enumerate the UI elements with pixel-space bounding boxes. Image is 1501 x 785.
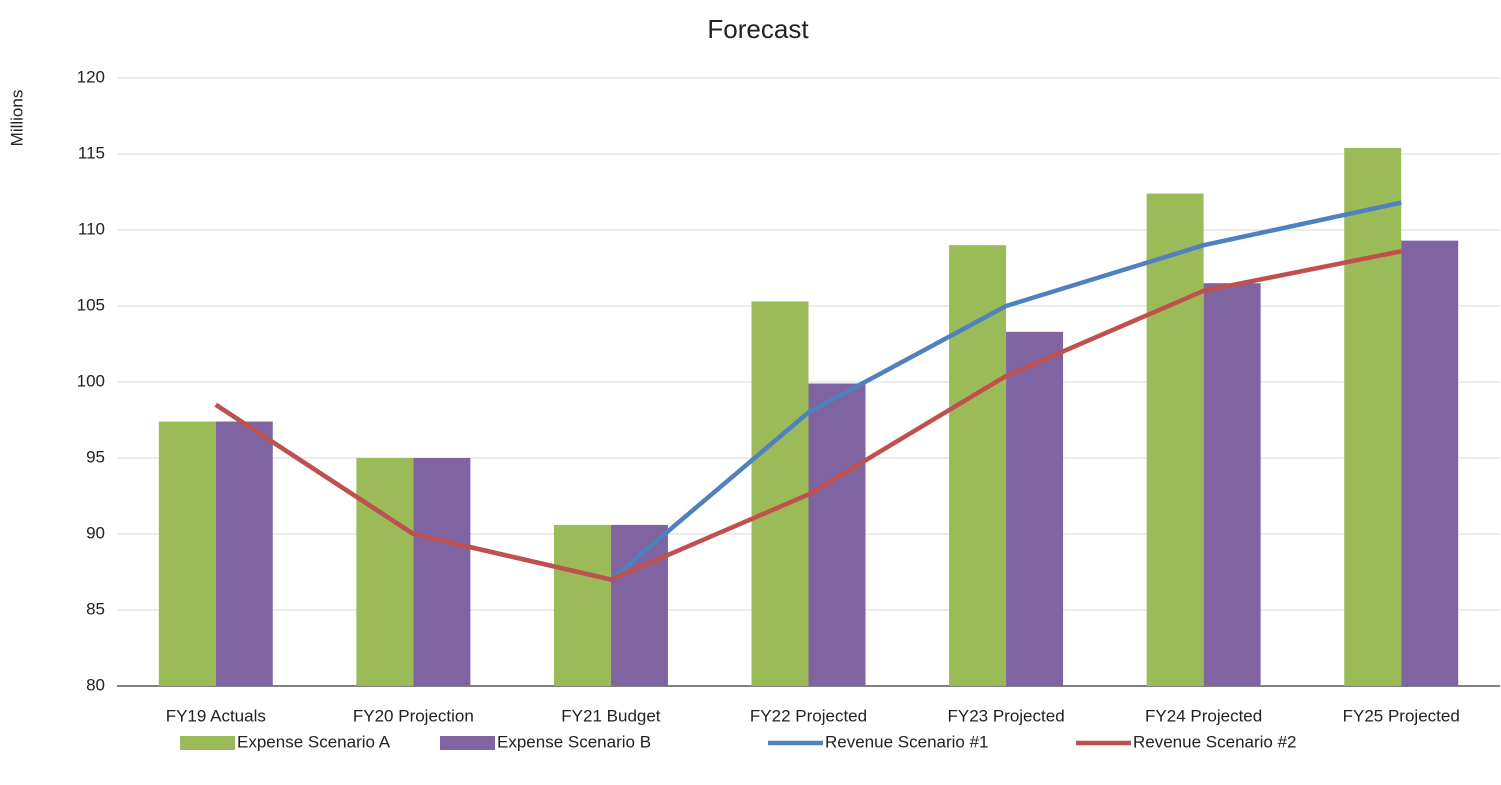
legend-swatch xyxy=(440,736,495,750)
x-tick-label: FY22 Projected xyxy=(750,706,867,725)
bar xyxy=(808,383,866,686)
y-tick-label: 85 xyxy=(86,599,105,618)
bar xyxy=(1203,283,1261,686)
x-tick-label: FY20 Projection xyxy=(353,706,474,725)
legend-label: Expense Scenario A xyxy=(237,732,391,751)
y-tick-label: 115 xyxy=(78,143,105,162)
legend-label: Expense Scenario B xyxy=(497,732,651,751)
x-tick-label: FY21 Budget xyxy=(561,706,661,725)
x-tick-label: FY19 Actuals xyxy=(166,706,266,725)
y-tick-label: 110 xyxy=(78,219,105,238)
bar xyxy=(949,245,1007,686)
bar xyxy=(215,421,273,686)
y-tick-label: 105 xyxy=(77,295,105,314)
chart-title: Forecast xyxy=(707,14,809,44)
x-tick-label: FY23 Projected xyxy=(947,706,1064,725)
y-tick-label: 95 xyxy=(86,447,105,466)
y-tick-label: 100 xyxy=(77,371,105,390)
bar xyxy=(1401,240,1459,686)
line xyxy=(214,249,1402,582)
bar xyxy=(356,458,414,686)
y-tick-label: 120 xyxy=(77,67,105,86)
bar xyxy=(610,524,668,686)
bar xyxy=(751,301,809,686)
x-tick-label: FY24 Projected xyxy=(1145,706,1262,725)
bar xyxy=(553,524,611,686)
bar xyxy=(1146,193,1204,686)
y-tick-label: 90 xyxy=(86,523,105,542)
bar xyxy=(1006,331,1064,686)
y-axis-label: Millions xyxy=(7,90,26,147)
legend-swatch xyxy=(180,736,235,750)
x-tick-label: FY25 Projected xyxy=(1343,706,1460,725)
bar xyxy=(1344,147,1402,687)
legend-label: Revenue Scenario #1 xyxy=(825,732,989,751)
bar xyxy=(158,421,216,686)
y-tick-label: 80 xyxy=(86,675,105,694)
legend-label: Revenue Scenario #2 xyxy=(1133,732,1297,751)
bar xyxy=(413,458,471,686)
